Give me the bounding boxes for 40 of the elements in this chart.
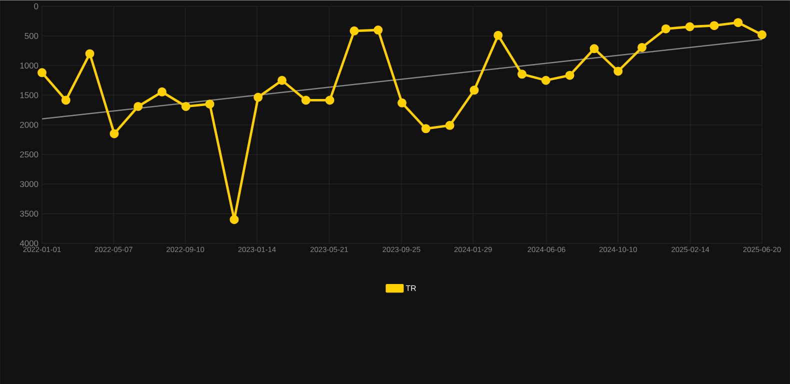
point	[325, 96, 334, 105]
point	[421, 124, 430, 134]
point	[541, 76, 550, 85]
y-tick-label: 0	[34, 3, 38, 10]
point	[494, 30, 503, 40]
point	[398, 98, 407, 108]
y-tick-label: 3000	[20, 180, 38, 187]
y-tick-label: 4000	[20, 240, 38, 246]
point	[445, 120, 454, 130]
point	[374, 25, 383, 34]
y-tick-label: 3500	[20, 210, 38, 217]
point	[565, 70, 574, 80]
point	[181, 102, 190, 111]
point	[254, 92, 263, 102]
point	[205, 99, 214, 108]
point	[38, 68, 47, 78]
y-tick-label: 500	[24, 32, 38, 39]
y-tick-label: 1500	[20, 92, 38, 98]
y-tick-label: 2500	[20, 151, 38, 158]
y-tick-label: 1000	[20, 62, 38, 68]
point	[638, 42, 646, 52]
point	[470, 86, 479, 95]
y-tick-label: 2000	[20, 122, 38, 128]
point	[134, 102, 143, 111]
point	[278, 76, 287, 85]
point	[230, 214, 239, 224]
point	[685, 22, 694, 32]
point	[518, 70, 526, 79]
point	[61, 96, 70, 105]
point	[350, 26, 359, 36]
point	[590, 44, 599, 54]
point	[614, 66, 623, 76]
point	[301, 96, 310, 105]
point	[85, 49, 94, 58]
point	[661, 24, 670, 34]
point	[158, 87, 167, 96]
point	[110, 129, 119, 138]
point	[757, 30, 766, 40]
point	[734, 18, 743, 27]
point	[710, 20, 719, 30]
